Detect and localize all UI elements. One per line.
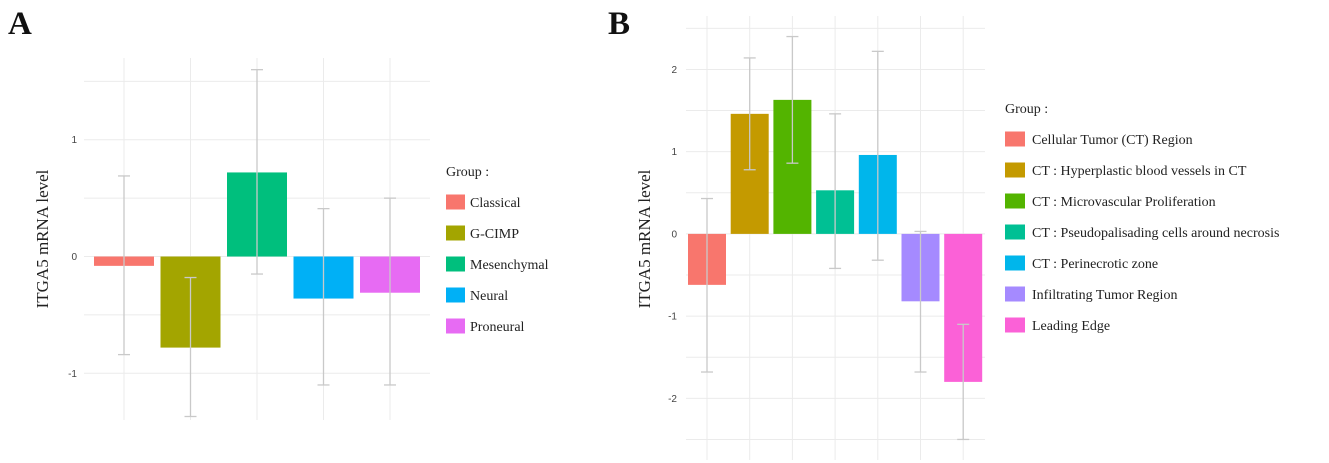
panel-a-y-axis-title: ITGA5 mRNA level [33,169,52,308]
panel-a-y-tick-label: 0 [71,252,77,263]
panel-a-y-tick-label: -1 [68,369,77,380]
panel-b-legend-label-3: CT : Microvascular Proliferation [1032,195,1216,210]
panel-b-y-axis-title: ITGA5 mRNA level [635,169,654,308]
panel-b-legend-label-2: CT : Hyperplastic blood vessels in CT [1032,164,1247,179]
panel-b-legend-swatch-6 [1005,286,1025,302]
panel-a-legend-swatch-5 [446,318,465,334]
panel-a-legend-label-2: G-CIMP [470,227,519,242]
panel-a-legend-swatch-3 [446,256,465,272]
panel-b-legend-swatch-5 [1005,255,1025,271]
panel-a-legend-swatch-2 [446,225,465,241]
panel-a-legend-label-1: Classical [470,196,521,211]
panel-b-legend-label-7: Leading Edge [1032,319,1110,334]
panel-a-legend-label-5: Proneural [470,320,525,335]
panel-b-legend-label-4: CT : Pseudopalisading cells around necro… [1032,226,1279,241]
panel-a-legend-title: Group : [446,165,489,180]
panel-b-legend-title: Group : [1005,102,1048,117]
panel-b-legend-swatch-2 [1005,162,1025,178]
panel-a-legend-swatch-4 [446,287,465,303]
panel-b-legend-label-5: CT : Perinecrotic zone [1032,257,1158,272]
panel-a-legend-label-3: Mesenchymal [470,258,549,273]
panel-b-y-tick-label: -1 [668,312,677,323]
panel-b-y-tick-label: 1 [671,147,677,158]
panel-b-y-tick-label: 0 [671,229,677,240]
panel-a-legend-label-4: Neural [470,289,508,304]
panel-b-legend-swatch-3 [1005,193,1025,209]
panel-b-legend-swatch-7 [1005,317,1025,333]
panel-b-legend-swatch-1 [1005,131,1025,147]
panel-b-y-tick-label: -2 [668,394,677,405]
panel-a-legend-swatch-1 [446,194,465,210]
panel-b-legend-label-1: Cellular Tumor (CT) Region [1032,133,1193,148]
panel-a-label: A [8,6,32,42]
panel-b-y-tick-label: 2 [671,65,677,76]
panel-b-legend-swatch-4 [1005,224,1025,240]
panel-a-y-tick-label: 1 [71,135,77,146]
panel-b-label: B [608,6,630,42]
panel-b-legend-label-6: Infiltrating Tumor Region [1032,288,1177,303]
